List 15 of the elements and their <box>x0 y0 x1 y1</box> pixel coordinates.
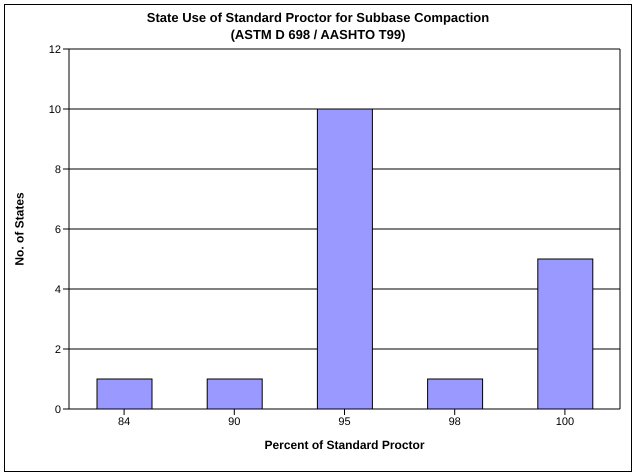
y-tick-label: 2 <box>54 344 61 356</box>
chart-title: State Use of Standard Proctor for Subbase Compaction (ASTM D 698 / AASHTO T99) <box>146 9 490 43</box>
y-tick-label: 4 <box>54 284 61 296</box>
x-axis-title: Percent of Standard Proctor <box>264 438 425 452</box>
y-tick-label: 12 <box>48 44 61 56</box>
x-tick-label: 95 <box>338 416 351 428</box>
x-tick-label: 98 <box>448 416 461 428</box>
y-tick-label: 0 <box>54 404 61 416</box>
y-tick-label: 6 <box>54 224 61 236</box>
y-tick-label: 10 <box>48 104 61 116</box>
y-tick-label: 8 <box>54 164 61 176</box>
x-tick-label: 84 <box>118 416 130 428</box>
y-axis-title: No. of States <box>12 192 26 266</box>
x-tick-label: 90 <box>228 416 240 428</box>
x-tick-label: 100 <box>556 416 574 428</box>
